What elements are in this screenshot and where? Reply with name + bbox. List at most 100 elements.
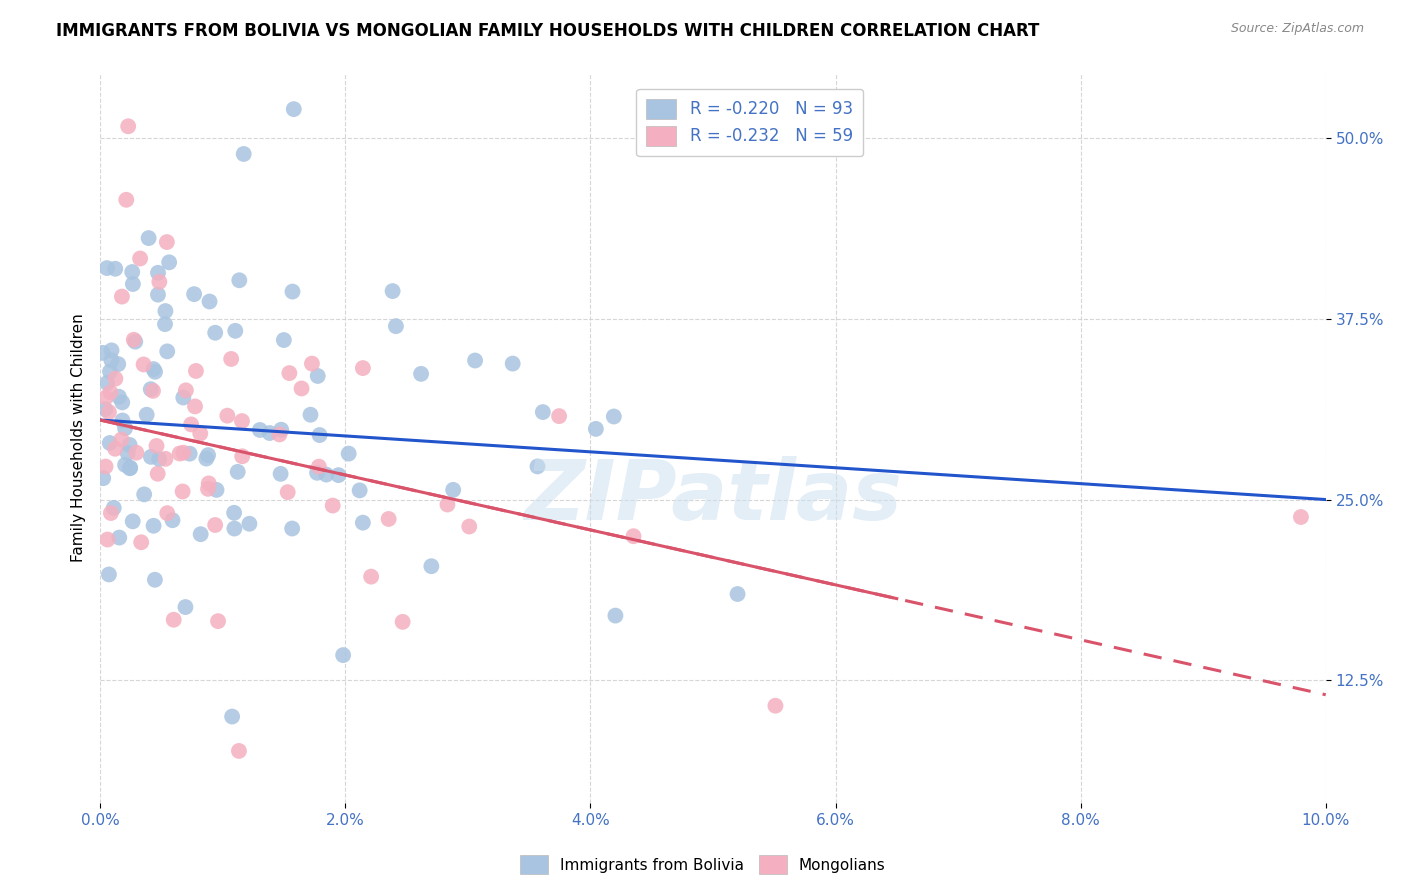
Point	[269, 427, 291, 442]
Point	[155, 451, 177, 466]
Point	[184, 364, 207, 378]
Point	[134, 487, 156, 501]
Point	[120, 460, 142, 475]
Text: ZIPatlas: ZIPatlas	[524, 456, 901, 537]
Point	[219, 351, 242, 366]
Point	[224, 522, 246, 536]
Point	[148, 275, 170, 289]
Point	[224, 506, 246, 520]
Point	[118, 461, 141, 475]
Point	[96, 261, 118, 276]
Point	[139, 450, 162, 464]
Point	[249, 423, 271, 437]
Point	[142, 518, 165, 533]
Point	[332, 648, 354, 662]
Point	[548, 409, 571, 424]
Point	[231, 450, 253, 464]
Point	[98, 436, 121, 450]
Point	[117, 446, 139, 460]
Point	[155, 304, 177, 318]
Point	[172, 484, 194, 499]
Point	[352, 516, 374, 530]
Point	[97, 567, 120, 582]
Point	[765, 698, 787, 713]
Point	[385, 319, 408, 334]
Point	[352, 361, 374, 376]
Point	[162, 513, 184, 527]
Point	[623, 529, 645, 543]
Point	[281, 285, 304, 299]
Point	[281, 522, 304, 536]
Point	[157, 255, 180, 269]
Point	[1289, 510, 1312, 524]
Point	[204, 518, 226, 533]
Point	[180, 417, 202, 432]
Point	[231, 414, 253, 428]
Point	[111, 289, 134, 303]
Point	[301, 357, 323, 371]
Point	[96, 533, 118, 547]
Point	[377, 512, 399, 526]
Point	[111, 395, 134, 409]
Point	[197, 476, 219, 491]
Point	[125, 446, 148, 460]
Point	[129, 535, 152, 549]
Point	[104, 442, 127, 456]
Point	[174, 384, 197, 398]
Point	[204, 326, 226, 340]
Point	[197, 482, 219, 496]
Point	[307, 466, 329, 480]
Y-axis label: Family Households with Children: Family Households with Children	[72, 314, 86, 563]
Point	[107, 357, 129, 371]
Point	[420, 559, 443, 574]
Point	[135, 408, 157, 422]
Point	[207, 614, 229, 628]
Point	[163, 613, 186, 627]
Point	[148, 452, 170, 467]
Point	[391, 615, 413, 629]
Point	[226, 465, 249, 479]
Point	[277, 485, 299, 500]
Point	[132, 358, 155, 372]
Point	[172, 445, 194, 459]
Point	[110, 433, 132, 447]
Point	[221, 709, 243, 723]
Point	[217, 409, 239, 423]
Point	[143, 573, 166, 587]
Point	[283, 102, 305, 116]
Point	[142, 362, 165, 376]
Point	[114, 421, 136, 435]
Point	[259, 425, 281, 440]
Point	[91, 346, 114, 360]
Point	[111, 413, 134, 427]
Point	[156, 235, 179, 249]
Point	[188, 426, 211, 441]
Point	[97, 405, 120, 419]
Point	[328, 468, 350, 483]
Point	[502, 357, 524, 371]
Point	[228, 273, 250, 287]
Point	[531, 405, 554, 419]
Point	[184, 400, 207, 414]
Point	[94, 391, 117, 405]
Point	[308, 459, 330, 474]
Point	[179, 447, 201, 461]
Point	[146, 287, 169, 301]
Point	[172, 391, 194, 405]
Point	[146, 266, 169, 280]
Point	[117, 120, 139, 134]
Point	[270, 467, 292, 481]
Point	[224, 324, 246, 338]
Legend: Immigrants from Bolivia, Mongolians: Immigrants from Bolivia, Mongolians	[515, 849, 891, 880]
Point	[129, 252, 152, 266]
Point	[198, 294, 221, 309]
Point	[174, 600, 197, 615]
Point	[270, 423, 292, 437]
Point	[100, 343, 122, 358]
Point	[108, 531, 131, 545]
Text: Source: ZipAtlas.com: Source: ZipAtlas.com	[1230, 22, 1364, 36]
Point	[322, 499, 344, 513]
Point	[94, 459, 117, 474]
Point	[104, 261, 127, 276]
Point	[308, 428, 330, 442]
